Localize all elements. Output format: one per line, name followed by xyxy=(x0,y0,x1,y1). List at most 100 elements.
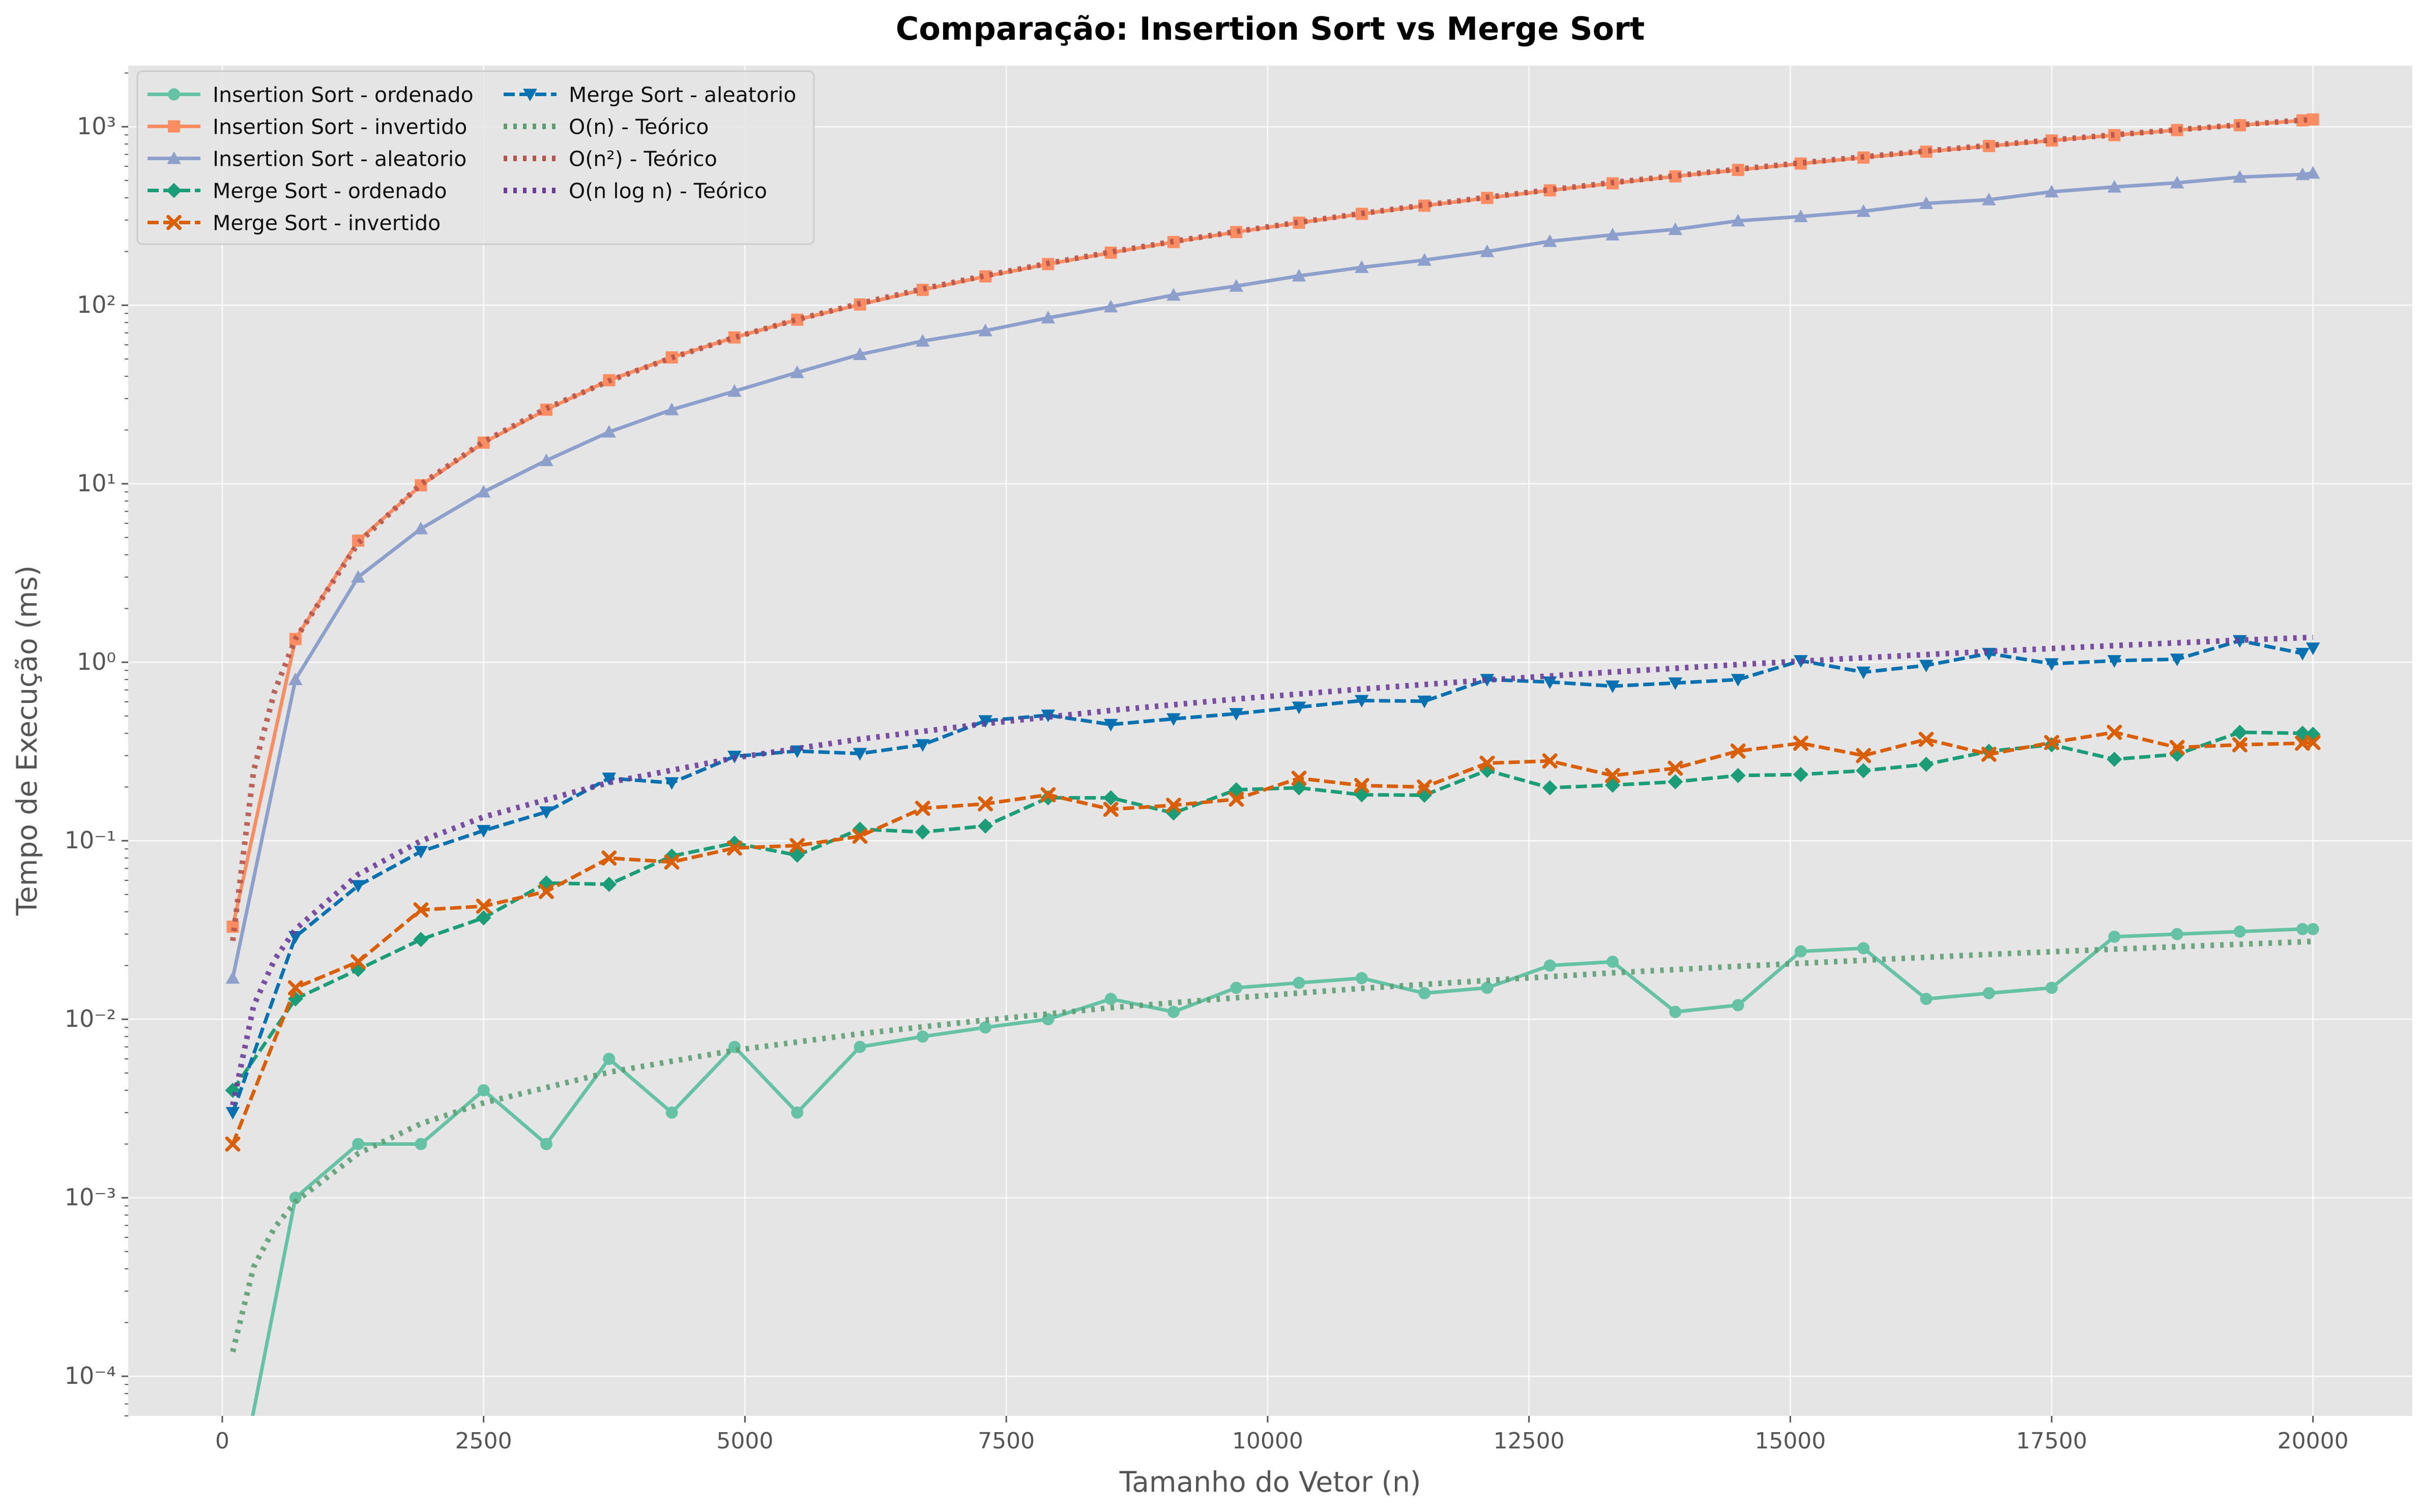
data-point xyxy=(665,1106,678,1119)
data-point xyxy=(915,824,930,840)
data-point xyxy=(1542,234,1557,247)
data-point xyxy=(1919,660,1934,673)
data-point xyxy=(978,323,992,337)
x-tick-label: 5000 xyxy=(716,1428,773,1454)
data-point xyxy=(1668,677,1683,690)
data-point xyxy=(1166,797,1181,813)
series-line xyxy=(231,639,2314,1113)
data-point xyxy=(1481,982,1494,994)
data-point xyxy=(476,910,491,926)
data-point xyxy=(2306,923,2319,935)
data-point xyxy=(915,739,930,752)
legend-label: O(n log n) - Teórico xyxy=(569,179,767,203)
data-point xyxy=(351,880,365,893)
data-point xyxy=(225,971,240,984)
data-point xyxy=(602,773,617,786)
y-tick-label: 10⁻² xyxy=(65,1005,116,1032)
y-tick-label: 10¹ xyxy=(77,469,116,497)
data-point xyxy=(1732,999,1744,1012)
data-point xyxy=(2170,175,2184,189)
x-tick-label: 7500 xyxy=(978,1428,1035,1454)
series-line xyxy=(230,116,2314,941)
x-axis-label: Tamanho do Vetor (n) xyxy=(1119,1466,1421,1498)
series-0 xyxy=(251,923,2319,1416)
data-point xyxy=(2305,735,2321,750)
data-point xyxy=(1793,735,1808,751)
data-point xyxy=(1542,676,1557,689)
data-point xyxy=(1166,288,1181,301)
data-point xyxy=(414,846,428,859)
data-point xyxy=(1166,713,1181,726)
legend-entry: Merge Sort - aleatorio xyxy=(504,83,796,107)
data-point xyxy=(1355,260,1369,273)
data-point xyxy=(2107,751,2122,767)
data-point xyxy=(853,347,867,360)
series-7 xyxy=(230,116,2314,941)
data-point xyxy=(167,151,181,164)
data-point xyxy=(287,980,303,996)
y-tick-label: 10⁻⁴ xyxy=(65,1362,116,1389)
data-point xyxy=(225,1136,241,1152)
data-point xyxy=(1856,204,1871,217)
data-point xyxy=(1918,756,1934,772)
data-point xyxy=(1040,787,1056,803)
data-point xyxy=(1417,779,1432,795)
data-point xyxy=(1605,227,1620,241)
data-point xyxy=(853,748,867,761)
data-point xyxy=(1479,755,1495,771)
data-point xyxy=(1041,709,1056,723)
data-point xyxy=(1731,674,1745,687)
data-point xyxy=(476,485,491,498)
data-point xyxy=(1293,976,1305,989)
data-point xyxy=(1731,214,1745,227)
plot-area xyxy=(128,66,2412,1416)
data-point xyxy=(1981,192,1996,205)
data-point xyxy=(415,1138,427,1150)
legend-entry: Insertion Sort - ordenado xyxy=(148,83,474,107)
data-point xyxy=(1856,763,1872,779)
data-point xyxy=(727,384,742,397)
data-point xyxy=(791,1106,804,1119)
data-point xyxy=(168,120,180,133)
y-tick-label: 10³ xyxy=(77,112,116,140)
y-tick-label: 10⁻¹ xyxy=(65,826,116,854)
legend-label: Insertion Sort - ordenado xyxy=(213,83,474,107)
data-point xyxy=(476,825,491,838)
data-point xyxy=(1730,767,1746,783)
data-point xyxy=(2305,166,2320,179)
data-point xyxy=(915,801,930,816)
data-point xyxy=(978,818,994,834)
data-point xyxy=(1355,695,1369,708)
data-point xyxy=(2044,658,2059,671)
data-point xyxy=(1606,956,1619,968)
data-point xyxy=(1730,743,1746,759)
data-point xyxy=(2171,928,2183,940)
data-point xyxy=(413,902,429,917)
data-point xyxy=(1543,959,1556,972)
data-point xyxy=(523,88,537,102)
y-tick-label: 10⁻³ xyxy=(65,1183,116,1211)
data-point xyxy=(1292,269,1306,282)
data-point xyxy=(1418,987,1431,999)
legend-label: O(n²) - Teórico xyxy=(569,147,717,171)
y-tick-label: 10² xyxy=(77,291,116,318)
data-point xyxy=(601,850,617,866)
data-point xyxy=(852,828,868,844)
data-point xyxy=(1229,279,1244,292)
data-point xyxy=(1918,731,1934,747)
data-point xyxy=(414,521,428,535)
data-point xyxy=(978,796,993,812)
data-point xyxy=(2107,655,2122,668)
data-point xyxy=(1856,666,1871,679)
series-5 xyxy=(225,635,2320,1120)
x-tick-label: 0 xyxy=(215,1428,229,1454)
data-point xyxy=(1793,766,1808,782)
data-point xyxy=(2169,739,2185,755)
data-point xyxy=(664,854,680,870)
x-tick-label: 12500 xyxy=(1494,1428,1565,1454)
x-tick-label: 20000 xyxy=(2277,1428,2349,1454)
legend-label: Insertion Sort - invertido xyxy=(213,115,467,139)
data-point xyxy=(2046,982,2058,994)
x-tick-label: 17500 xyxy=(2016,1428,2087,1454)
